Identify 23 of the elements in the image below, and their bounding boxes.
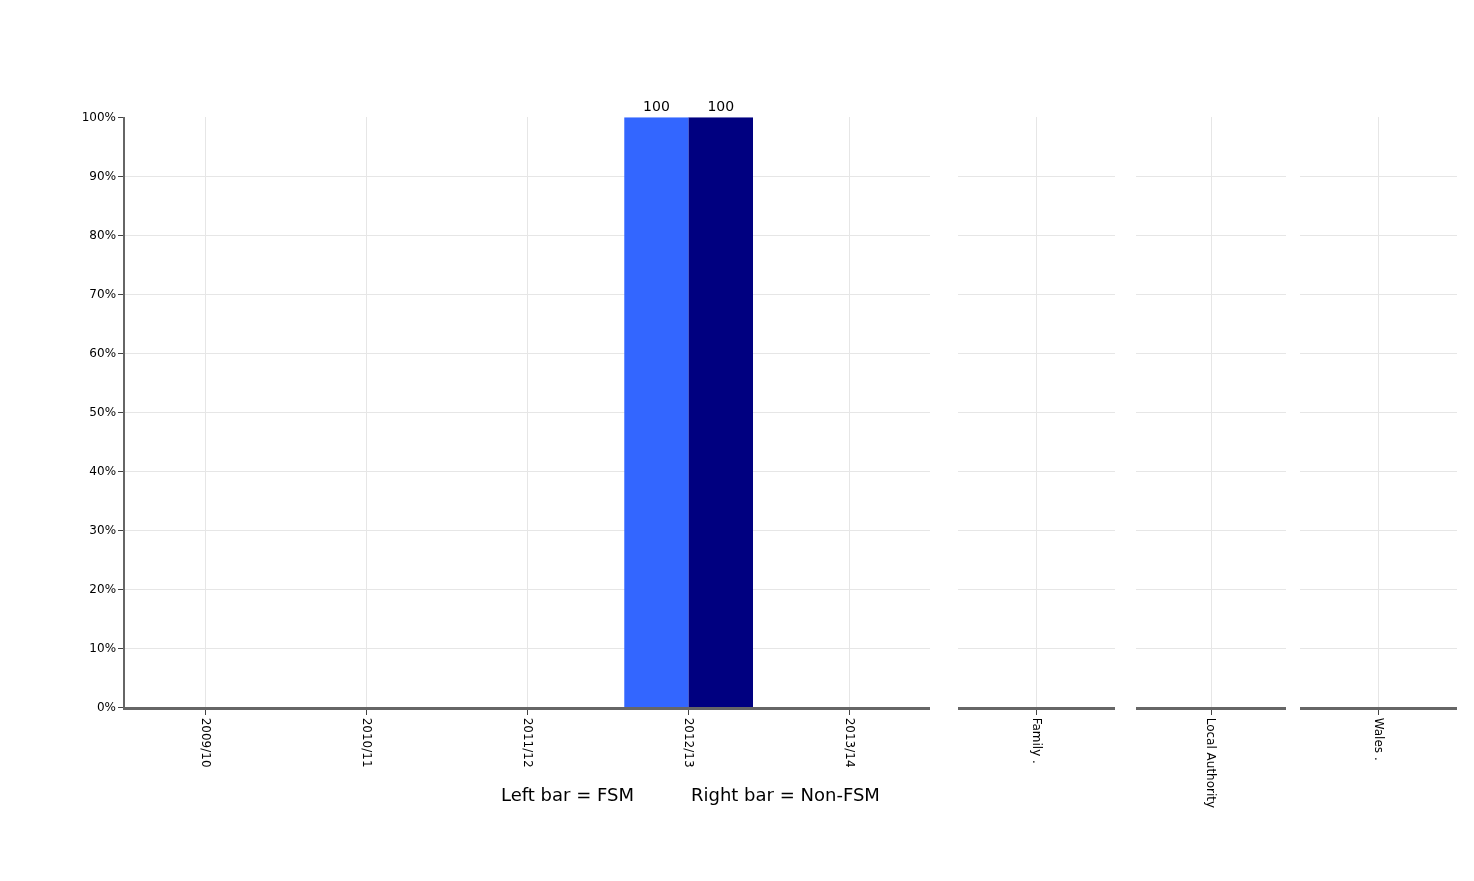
y-tick-label: 70% xyxy=(89,287,117,302)
x-tick-label: 2011/12 xyxy=(520,717,535,768)
y-tick-label: 60% xyxy=(89,346,117,361)
y-tick-label: 10% xyxy=(89,641,117,656)
x-tick-label: Local Authority xyxy=(1204,717,1219,809)
text: Right bar = Non-FSM xyxy=(691,784,880,805)
data-label: 100 xyxy=(707,98,735,115)
y-tick-label: 50% xyxy=(89,405,117,420)
y-tick-label: 40% xyxy=(89,464,117,479)
y-tick-label: 30% xyxy=(89,523,117,538)
y-tick-label: 100% xyxy=(81,110,117,125)
x-tick-label: 2009/10 xyxy=(199,717,213,768)
y-tick-label: 0% xyxy=(96,700,117,715)
text: Left bar = FSM xyxy=(501,784,634,805)
x-tick-label: Wales . xyxy=(1371,717,1386,761)
y-tick-label: 80% xyxy=(89,228,117,243)
y-tick-label: 20% xyxy=(89,582,117,597)
x-tick-label: 2013/14 xyxy=(842,717,857,768)
x-tick-label: 2012/13 xyxy=(681,717,696,768)
x-tick-label: 2010/11 xyxy=(359,717,374,768)
y-tick-label: 90% xyxy=(89,169,117,184)
x-tick-label: Family . xyxy=(1029,717,1044,764)
data-label: 100 xyxy=(643,98,670,115)
